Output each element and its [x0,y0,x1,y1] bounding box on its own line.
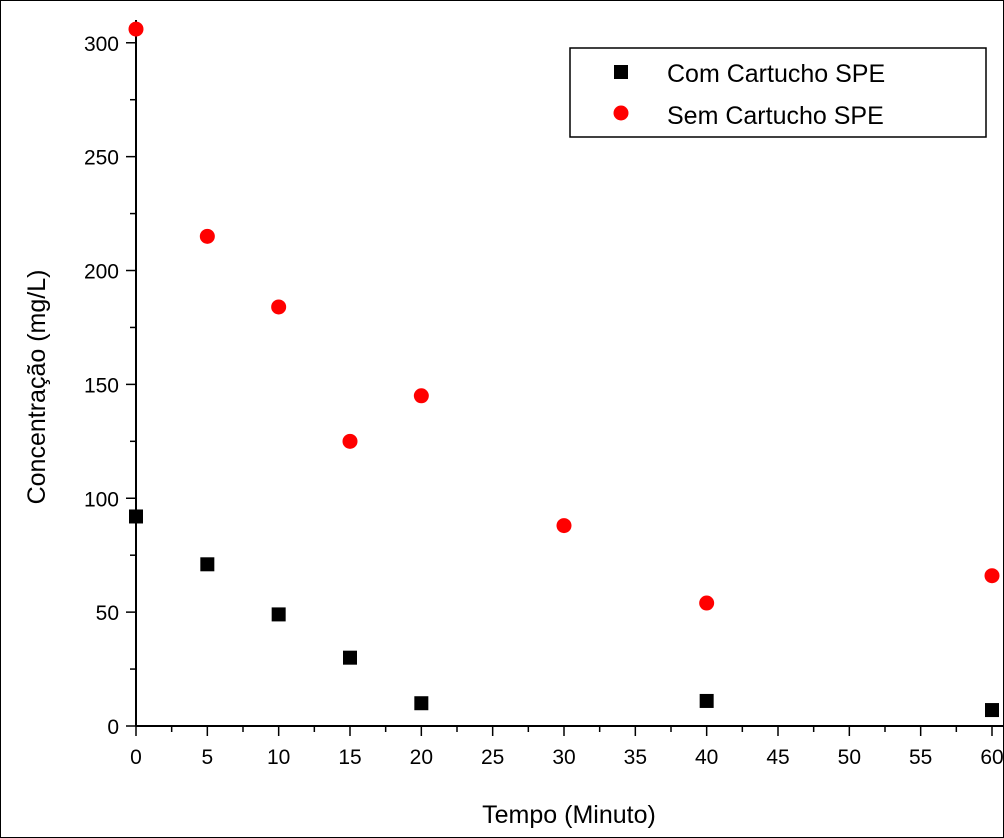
data-point-com-cartucho [414,696,429,711]
axes [135,20,1004,727]
x-tick-label: 10 [267,746,290,769]
data-point-sem-cartucho [342,433,358,449]
x-tick-label: 0 [130,746,142,769]
y-tick-label: 50 [96,602,119,625]
data-point-sem-cartucho [556,518,572,534]
ticks: 0 5 10 15 20 25 30 35 40 45 50 55 60 0 50 100 150 200 250 3… [84,33,1004,769]
data-marks [128,21,1000,718]
x-tick-label: 35 [624,746,647,769]
data-point-com-cartucho [200,557,215,572]
y-tick-label: 100 [84,488,119,511]
x-tick-label: 5 [201,746,213,769]
legend-label-com-cartucho: Com Cartucho SPE [667,60,885,88]
y-tick-label: 250 [84,147,119,170]
legend-marker-sem-cartucho [613,105,629,121]
data-point-com-cartucho [271,607,286,622]
y-tick-label: 0 [107,716,119,739]
data-point-sem-cartucho [699,595,715,611]
x-tick-label: 55 [909,746,932,769]
y-tick-label: 200 [84,261,119,284]
x-tick-label: 50 [838,746,861,769]
data-point-com-cartucho [985,703,999,718]
x-tick-label: 60 [980,746,1003,769]
data-point-sem-cartucho [128,21,144,37]
data-point-com-cartucho [699,693,714,708]
x-tick-label: 45 [766,746,789,769]
data-point-sem-cartucho [413,388,429,404]
x-tick-label: 30 [552,746,575,769]
legend: Com Cartucho SPE Sem Cartucho SPE [569,47,987,138]
data-point-com-cartucho [129,509,143,524]
x-tick-label: 15 [338,746,361,769]
data-point-com-cartucho [343,650,357,665]
legend-box [569,47,987,138]
legend-marker-com-cartucho [614,65,628,79]
y-axis-title: Concentração (mg/L) [23,270,51,505]
data-point-sem-cartucho [199,228,215,244]
y-tick-label: 300 [84,33,119,56]
x-tick-label: 40 [695,746,718,769]
x-tick-label: 25 [481,746,504,769]
x-tick-label: 20 [410,746,433,769]
legend-label-sem-cartucho: Sem Cartucho SPE [667,102,884,130]
data-point-sem-cartucho [984,568,1000,584]
y-tick-label: 150 [84,374,119,397]
x-axis-title: Tempo (Minuto) [482,801,656,829]
data-point-sem-cartucho [271,299,287,315]
